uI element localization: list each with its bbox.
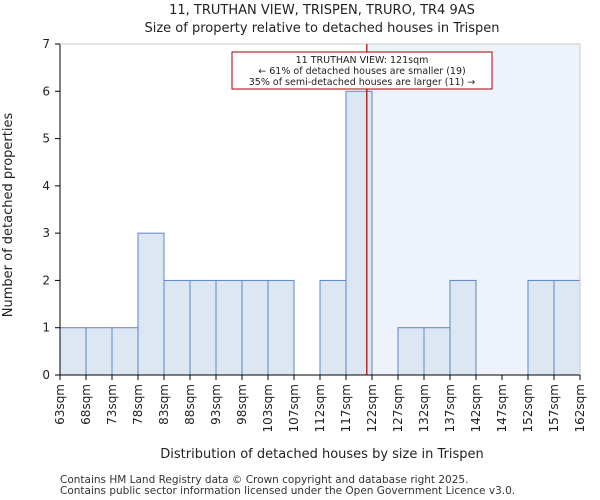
x-tick-label: 127sqm [391,384,405,432]
x-tick-label: 68sqm [79,384,93,425]
x-tick-label: 152sqm [521,384,535,432]
bar [319,279,347,376]
y-tick-label: 2 [42,273,50,287]
bar [111,327,139,376]
x-tick-label: 83sqm [157,384,171,425]
x-tick-label: 117sqm [339,384,353,432]
bar [241,279,269,376]
y-tick-label: 4 [42,179,50,193]
x-tick-label: 162sqm [573,384,587,432]
x-axis-label: Distribution of detached houses by size … [160,447,483,462]
bar [267,279,295,376]
footer-line-1: Contains HM Land Registry data © Crown c… [60,474,468,486]
annotation-line-1: 11 TRUTHAN VIEW: 121sqm [296,55,429,66]
x-tick-label: 112sqm [313,384,327,432]
bar [397,327,425,376]
x-tick-label: 98sqm [235,384,249,425]
annotation-box [231,51,493,90]
x-tick-label: 63sqm [53,384,67,425]
plot-area: 0 1 2 3 4 5 6 7 63sqm 68sqm 73sqm 78sqm 83sqm 88sqm 93… [42,37,587,432]
x-tick-label: 88sqm [183,384,197,425]
bar [527,279,555,376]
x-tick-label: 93sqm [209,384,223,425]
x-tick-label: 103sqm [261,384,275,432]
y-tick-label: 0 [42,368,50,382]
bar [553,279,581,376]
chart-subtitle: Size of property relative to detached ho… [144,21,499,36]
bar [345,90,373,376]
chart-title: 11, TRUTHAN VIEW, TRISPEN, TRURO, TR4 9A… [169,3,475,18]
bar [423,327,451,376]
y-axis-label: Number of detached properties [1,113,16,318]
x-tick-label: 78sqm [131,384,145,425]
x-tick-label: 137sqm [443,384,457,432]
x-tick-label: 142sqm [469,384,483,432]
bar [215,279,243,376]
y-tick-label: 7 [42,37,50,51]
y-tick-label: 1 [42,321,50,335]
bar [59,327,87,376]
y-tick-label: 6 [42,84,50,98]
annotation-line-2: ← 61% of detached houses are smaller (19… [258,66,465,77]
x-tick-label: 157sqm [547,384,561,432]
footer-line-2: Contains public sector information licen… [60,485,515,497]
x-tick-label: 132sqm [417,384,431,432]
bar [163,279,191,376]
bar [137,232,165,376]
x-tick-label: 147sqm [495,384,509,432]
x-tick-label: 122sqm [365,384,379,432]
y-tick-label: 3 [42,226,50,240]
annotation-line-3: 35% of semi-detached houses are larger (… [249,77,476,88]
y-tick-label: 5 [42,132,50,146]
x-tick-label: 73sqm [105,384,119,425]
bar [85,327,113,376]
x-tick-label: 107sqm [287,384,301,432]
bar [189,279,217,376]
bar [449,279,477,376]
